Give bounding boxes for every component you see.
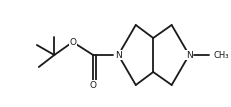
- Text: O: O: [90, 80, 97, 89]
- Text: N: N: [115, 51, 122, 59]
- Text: N: N: [186, 51, 192, 59]
- Text: O: O: [69, 37, 76, 47]
- Text: CH₃: CH₃: [213, 51, 229, 59]
